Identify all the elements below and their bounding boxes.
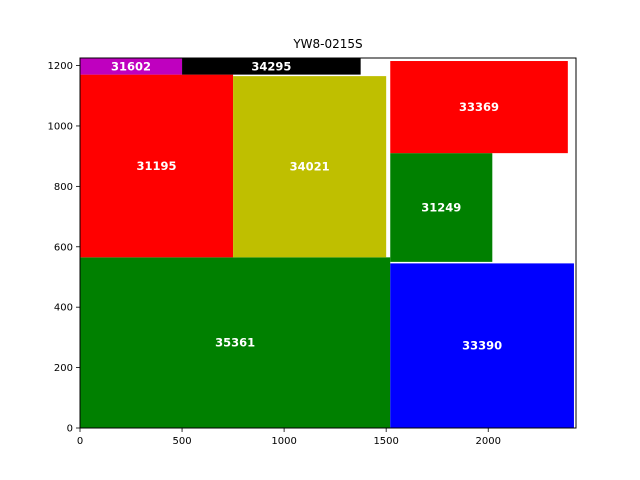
treemap-rect-31249 xyxy=(390,153,493,262)
plot-frame xyxy=(79,57,577,429)
treemap-rect-label: 31249 xyxy=(421,201,461,215)
rectangle-labels-layer: 35361 33390 31195 34021 31249 33369 31602 34295 xyxy=(111,59,502,352)
x-tick-label: 1000 xyxy=(271,436,296,447)
treemap-rect-label: 33390 xyxy=(462,339,502,353)
y-tick-label: 600 xyxy=(54,242,73,253)
y-tick-label: 1000 xyxy=(48,121,73,132)
treemap-rect-31602 xyxy=(80,58,183,75)
treemap-rect-33369 xyxy=(390,61,568,154)
y-tick-label: 200 xyxy=(54,363,73,374)
x-tick-label: 2000 xyxy=(476,436,501,447)
treemap-rect-31195 xyxy=(80,74,234,258)
axes-layer: 0 500 1000 1500 2000 0 200 400 600 800 1000 1200 xyxy=(48,57,577,447)
x-tick-label: 1500 xyxy=(373,436,398,447)
treemap-rect-label: 33369 xyxy=(459,100,499,114)
y-tick-label: 800 xyxy=(54,182,73,193)
treemap-rect-label: 34021 xyxy=(290,160,330,174)
treemap-rect-34295 xyxy=(182,58,361,75)
treemap-rect-33390 xyxy=(390,263,574,428)
y-tick-label: 1200 xyxy=(48,61,73,72)
treemap-rect-35361 xyxy=(80,257,391,428)
rectangles-layer xyxy=(80,58,574,428)
treemap-rect-label: 31195 xyxy=(137,159,177,173)
x-tick-label: 500 xyxy=(173,436,192,447)
chart-title: YW8-0215S xyxy=(292,37,362,51)
treemap-rect-label: 35361 xyxy=(215,336,255,350)
treemap-rect-label: 34295 xyxy=(251,59,291,73)
y-tick-label: 400 xyxy=(54,303,73,314)
x-tick-label: 0 xyxy=(77,436,83,447)
treemap-rect-34021 xyxy=(233,76,387,258)
y-tick-label: 0 xyxy=(67,424,73,435)
treemap-rect-label: 31602 xyxy=(111,59,151,73)
